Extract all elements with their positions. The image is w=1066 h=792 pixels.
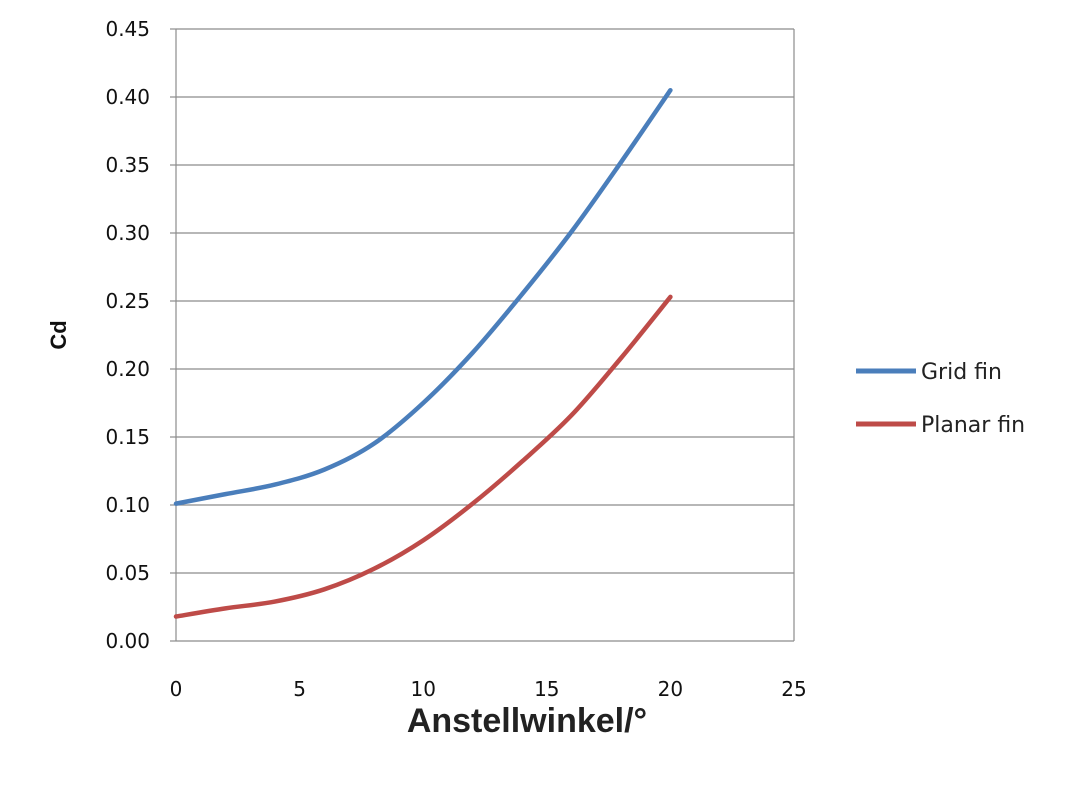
y-tick-label-1: 0.05 (105, 561, 150, 585)
y-tick-label-7: 0.35 (105, 153, 150, 177)
y-tick-label-8: 0.40 (105, 85, 150, 109)
x-tick-label-0: 0 (170, 677, 183, 701)
data-point-grid-fin-5 (422, 401, 425, 405)
legend: Grid fin Planar fin (856, 360, 1025, 438)
data-point-planar-fin-4 (372, 567, 375, 571)
data-point-planar-fin-2 (273, 600, 277, 603)
data-point-grid-fin-10 (669, 89, 672, 92)
x-tick-label-3: 15 (534, 677, 559, 701)
y-axis-ticks: 0.00 0.05 0.10 0.15 0.20 0.25 0.30 0.35 0.40 0.45 (105, 17, 176, 653)
x-axis-ticks: 0 5 10 15 20 25 (170, 677, 807, 701)
data-point-grid-fin-2 (273, 483, 277, 486)
series-line-planar-fin (173, 294, 673, 619)
x-tick-label-1: 5 (293, 677, 306, 701)
data-point-planar-fin-8 (570, 414, 573, 417)
y-tick-label-0: 0.00 (105, 629, 150, 653)
data-point-planar-fin-1 (224, 607, 227, 610)
data-point-planar-fin-5 (422, 539, 425, 542)
data-point-planar-fin-0 (174, 615, 178, 618)
legend-label-grid-fin: Grid fin (921, 360, 1002, 385)
data-point-grid-fin-4 (372, 442, 375, 445)
y-tick-label-2: 0.10 (105, 493, 150, 517)
data-point-grid-fin-1 (224, 492, 227, 496)
series-lines (173, 87, 673, 619)
y-tick-label-3: 0.15 (105, 425, 150, 449)
data-point-planar-fin-6 (471, 502, 474, 505)
y-axis-title: Cd (46, 320, 71, 349)
series-line-grid-fin (173, 87, 673, 506)
y-tick-label-9: 0.45 (105, 17, 150, 41)
data-point-grid-fin-7 (520, 293, 524, 296)
data-point-grid-fin-0 (174, 502, 178, 505)
gridlines (176, 28, 794, 642)
legend-label-planar-fin: Planar fin (921, 413, 1025, 438)
y-tick-label-5: 0.25 (105, 289, 150, 313)
data-point-grid-fin-9 (619, 161, 623, 164)
data-point-planar-fin-9 (619, 356, 623, 360)
data-point-grid-fin-8 (570, 230, 573, 233)
data-point-planar-fin-7 (520, 460, 524, 463)
x-axis-title: Anstellwinkel/° (407, 702, 647, 740)
x-tick-label-4: 20 (658, 677, 683, 701)
x-tick-label-2: 10 (410, 677, 435, 701)
data-point-planar-fin-3 (323, 588, 326, 591)
plot-frame (175, 29, 795, 641)
y-tick-label-4: 0.20 (105, 357, 150, 381)
y-tick-label-6: 0.30 (105, 221, 150, 245)
data-point-grid-fin-6 (471, 351, 474, 354)
data-point-grid-fin-3 (323, 468, 326, 471)
x-tick-label-5: 25 (781, 677, 806, 701)
data-point-planar-fin-10 (669, 295, 672, 299)
